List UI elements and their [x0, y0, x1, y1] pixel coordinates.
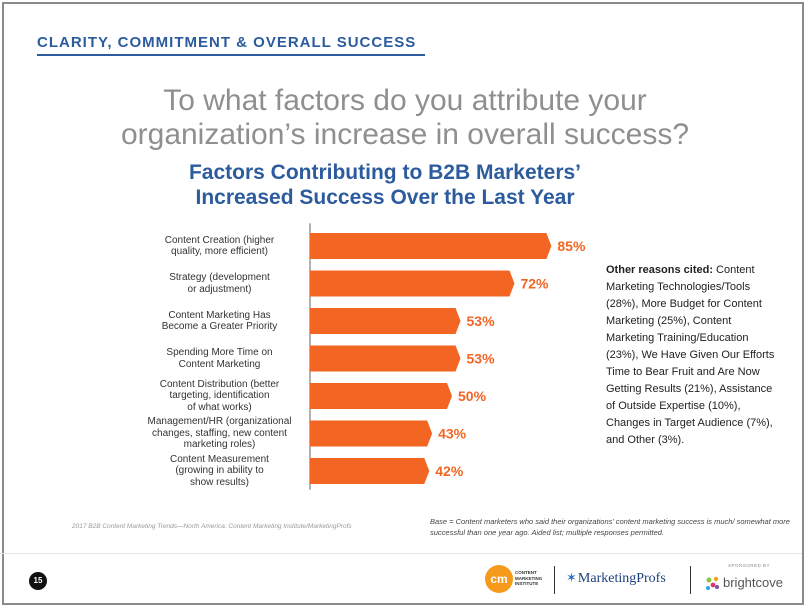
logo-separator	[690, 566, 691, 594]
brightcove-dots-icon	[706, 576, 719, 590]
category-label-line: Content Distribution (better	[159, 378, 280, 390]
category-label-line: Content Marketing Has	[168, 309, 271, 321]
marketingprofs-logo-text: MarketingProfs	[577, 571, 666, 586]
source-note: 2017 B2B Content Marketing Trends—North …	[72, 523, 352, 530]
bar	[310, 233, 552, 259]
category-label-line: quality, more efficient)	[171, 246, 268, 257]
category-label-line: Content Creation (higher	[164, 234, 275, 246]
section-label: CLARITY, COMMITMENT & OVERALL SUCCESS	[37, 34, 417, 51]
bar	[310, 420, 433, 447]
brightcove-logo: SPONSORED BY brightcove	[704, 563, 784, 597]
category-label-line: show results)	[190, 476, 249, 488]
marketingprofs-logo: ✶MarketingProfs	[566, 570, 666, 587]
chart-title-line-1: Factors Contributing to B2B Marketers’	[188, 161, 582, 184]
category-label-line: Spending More Time on	[166, 347, 273, 358]
bar-value-label: 53%	[467, 313, 496, 329]
footer-divider	[0, 553, 802, 554]
category-label: Management/HR (organizational changes, st…	[132, 416, 307, 451]
category-label-line: Content Measurement	[170, 453, 269, 465]
category-label-line: Strategy (development	[169, 272, 270, 283]
category-label: Content Marketing Has Become a Greater Pr…	[132, 310, 307, 333]
category-label: Content Creation (higher quality, more ef…	[132, 235, 307, 258]
sponsored-by-label: SPONSORED BY	[728, 563, 771, 568]
bar-value-label: 43%	[438, 426, 467, 442]
cmi-logo: cm CONTENT MARKETING INSTITUTE	[485, 561, 545, 597]
category-label: Content Distribution (better targeting, i…	[132, 379, 307, 414]
cmi-logo-text: CONTENT MARKETING INSTITUTE	[515, 570, 543, 586]
star-icon: ✶	[566, 570, 577, 585]
question-line-2: organization’s increase in overall succe…	[120, 118, 690, 151]
category-label-line: Management/HR (organizational	[147, 416, 292, 428]
category-label: Content Measurement (growing in ability t…	[132, 454, 307, 489]
category-label-line: or adjustment)	[187, 283, 252, 295]
category-label: Spending More Time on Content Marketing	[132, 347, 307, 370]
page-question: To what factors do you attribute your or…	[60, 84, 750, 152]
bar-value-label: 72%	[520, 276, 549, 292]
other-reasons: Other reasons cited: Content Marketing T…	[606, 262, 776, 449]
chart-title-line-2: Increased Success Over the Last Year	[195, 186, 575, 209]
bar	[310, 308, 461, 334]
base-footnote: Base = Content marketers who said their …	[430, 517, 790, 537]
logo-separator	[554, 566, 555, 594]
bar-value-label: 85%	[557, 238, 586, 254]
chart-title: Factors Contributing to B2B Marketers’ I…	[160, 160, 610, 210]
category-label: Strategy (development or adjustment)	[132, 272, 307, 295]
bar	[310, 458, 430, 484]
page-number: 15	[29, 572, 47, 590]
bar-value-label: 50%	[458, 388, 487, 404]
category-label-line: (growing in ability to	[175, 465, 264, 477]
question-line-1: To what factors do you attribute your	[163, 84, 647, 117]
bar	[310, 270, 515, 297]
category-label-line: Become a Greater Priority	[161, 321, 278, 332]
bar-value-label: 42%	[435, 463, 464, 479]
bar	[310, 345, 461, 372]
category-label-line: marketing roles)	[183, 439, 256, 451]
bar	[310, 383, 452, 409]
brightcove-logo-text: brightcove	[723, 575, 783, 590]
category-label-line: targeting, identification	[169, 390, 270, 402]
category-label-line: changes, staffing, new content	[152, 427, 287, 439]
bar-value-label: 53%	[467, 351, 496, 367]
slide-frame	[2, 2, 804, 605]
other-reasons-heading: Other reasons cited:	[606, 264, 713, 276]
other-reasons-text: Content Marketing Technologies/Tools (28…	[606, 264, 775, 446]
category-label-line: of what works)	[187, 401, 252, 413]
category-label-line: Content Marketing	[178, 358, 261, 370]
cmi-logo-mark: cm	[485, 565, 513, 593]
section-underline	[37, 54, 425, 56]
